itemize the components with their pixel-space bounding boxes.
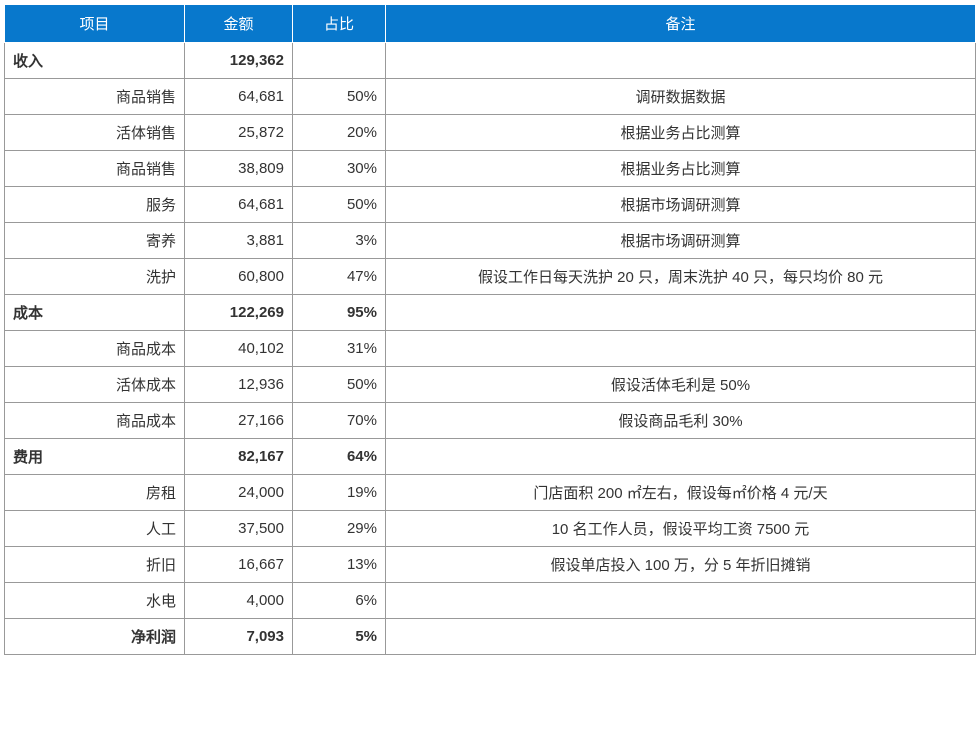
header-amount: 金额 bbox=[185, 5, 293, 43]
cell-ratio: 5% bbox=[293, 619, 386, 655]
cell-remark: 调研数据数据 bbox=[386, 79, 976, 115]
cell-amount: 16,667 bbox=[185, 547, 293, 583]
table-row: 商品成本27,16670%假设商品毛利 30% bbox=[5, 403, 976, 439]
table-body: 收入129,362商品销售64,68150%调研数据数据活体销售25,87220… bbox=[5, 43, 976, 655]
cell-item: 商品销售 bbox=[5, 79, 185, 115]
table-row: 商品销售64,68150%调研数据数据 bbox=[5, 79, 976, 115]
table-row: 活体销售25,87220%根据业务占比测算 bbox=[5, 115, 976, 151]
cell-remark: 假设工作日每天洗护 20 只，周末洗护 40 只，每只均价 80 元 bbox=[386, 259, 976, 295]
cell-item: 活体销售 bbox=[5, 115, 185, 151]
cell-amount: 82,167 bbox=[185, 439, 293, 475]
cell-remark bbox=[386, 619, 976, 655]
cell-ratio: 3% bbox=[293, 223, 386, 259]
header-ratio: 占比 bbox=[293, 5, 386, 43]
cell-item: 商品成本 bbox=[5, 403, 185, 439]
cell-amount: 3,881 bbox=[185, 223, 293, 259]
cell-item: 成本 bbox=[5, 295, 185, 331]
cell-amount: 122,269 bbox=[185, 295, 293, 331]
cell-ratio: 64% bbox=[293, 439, 386, 475]
cell-item: 费用 bbox=[5, 439, 185, 475]
cell-amount: 24,000 bbox=[185, 475, 293, 511]
cell-item: 水电 bbox=[5, 583, 185, 619]
table-row: 净利润7,0935% bbox=[5, 619, 976, 655]
table-row: 人工37,50029%10 名工作人员，假设平均工资 7500 元 bbox=[5, 511, 976, 547]
cell-remark: 10 名工作人员，假设平均工资 7500 元 bbox=[386, 511, 976, 547]
cell-amount: 37,500 bbox=[185, 511, 293, 547]
cell-ratio: 13% bbox=[293, 547, 386, 583]
cell-amount: 129,362 bbox=[185, 43, 293, 79]
cell-ratio: 47% bbox=[293, 259, 386, 295]
cell-remark: 根据业务占比测算 bbox=[386, 151, 976, 187]
cell-amount: 64,681 bbox=[185, 187, 293, 223]
cell-remark: 根据业务占比测算 bbox=[386, 115, 976, 151]
cell-remark: 根据市场调研测算 bbox=[386, 223, 976, 259]
table-row: 商品成本40,10231% bbox=[5, 331, 976, 367]
cell-remark bbox=[386, 331, 976, 367]
financial-table: 项目 金额 占比 备注 收入129,362商品销售64,68150%调研数据数据… bbox=[4, 4, 976, 655]
cell-ratio bbox=[293, 43, 386, 79]
cell-item: 房租 bbox=[5, 475, 185, 511]
cell-item: 收入 bbox=[5, 43, 185, 79]
cell-remark: 假设单店投入 100 万，分 5 年折旧摊销 bbox=[386, 547, 976, 583]
cell-remark bbox=[386, 43, 976, 79]
cell-remark: 根据市场调研测算 bbox=[386, 187, 976, 223]
cell-item: 活体成本 bbox=[5, 367, 185, 403]
cell-ratio: 30% bbox=[293, 151, 386, 187]
cell-amount: 4,000 bbox=[185, 583, 293, 619]
table-row: 费用82,16764% bbox=[5, 439, 976, 475]
cell-item: 商品成本 bbox=[5, 331, 185, 367]
cell-remark bbox=[386, 583, 976, 619]
cell-item: 寄养 bbox=[5, 223, 185, 259]
cell-ratio: 20% bbox=[293, 115, 386, 151]
cell-amount: 7,093 bbox=[185, 619, 293, 655]
cell-remark: 假设商品毛利 30% bbox=[386, 403, 976, 439]
cell-ratio: 29% bbox=[293, 511, 386, 547]
cell-ratio: 95% bbox=[293, 295, 386, 331]
header-remark: 备注 bbox=[386, 5, 976, 43]
cell-amount: 64,681 bbox=[185, 79, 293, 115]
cell-ratio: 50% bbox=[293, 367, 386, 403]
cell-amount: 25,872 bbox=[185, 115, 293, 151]
cell-ratio: 6% bbox=[293, 583, 386, 619]
header-item: 项目 bbox=[5, 5, 185, 43]
cell-ratio: 50% bbox=[293, 79, 386, 115]
table-row: 收入129,362 bbox=[5, 43, 976, 79]
cell-amount: 38,809 bbox=[185, 151, 293, 187]
header-row: 项目 金额 占比 备注 bbox=[5, 5, 976, 43]
table-row: 成本122,26995% bbox=[5, 295, 976, 331]
table-row: 服务64,68150%根据市场调研测算 bbox=[5, 187, 976, 223]
cell-ratio: 70% bbox=[293, 403, 386, 439]
cell-ratio: 31% bbox=[293, 331, 386, 367]
table-header: 项目 金额 占比 备注 bbox=[5, 5, 976, 43]
table-row: 水电4,0006% bbox=[5, 583, 976, 619]
cell-item: 人工 bbox=[5, 511, 185, 547]
cell-item: 折旧 bbox=[5, 547, 185, 583]
cell-amount: 27,166 bbox=[185, 403, 293, 439]
table-row: 寄养3,8813%根据市场调研测算 bbox=[5, 223, 976, 259]
cell-item: 服务 bbox=[5, 187, 185, 223]
cell-remark bbox=[386, 295, 976, 331]
table-row: 商品销售38,80930%根据业务占比测算 bbox=[5, 151, 976, 187]
cell-ratio: 19% bbox=[293, 475, 386, 511]
cell-item: 商品销售 bbox=[5, 151, 185, 187]
cell-amount: 40,102 bbox=[185, 331, 293, 367]
cell-item: 洗护 bbox=[5, 259, 185, 295]
table-row: 活体成本12,93650%假设活体毛利是 50% bbox=[5, 367, 976, 403]
table-row: 折旧16,66713%假设单店投入 100 万，分 5 年折旧摊销 bbox=[5, 547, 976, 583]
cell-amount: 12,936 bbox=[185, 367, 293, 403]
cell-item: 净利润 bbox=[5, 619, 185, 655]
cell-remark: 假设活体毛利是 50% bbox=[386, 367, 976, 403]
cell-amount: 60,800 bbox=[185, 259, 293, 295]
cell-remark bbox=[386, 439, 976, 475]
table-row: 房租24,00019%门店面积 200 ㎡左右，假设每㎡价格 4 元/天 bbox=[5, 475, 976, 511]
cell-ratio: 50% bbox=[293, 187, 386, 223]
cell-remark: 门店面积 200 ㎡左右，假设每㎡价格 4 元/天 bbox=[386, 475, 976, 511]
table-row: 洗护60,80047%假设工作日每天洗护 20 只，周末洗护 40 只，每只均价… bbox=[5, 259, 976, 295]
